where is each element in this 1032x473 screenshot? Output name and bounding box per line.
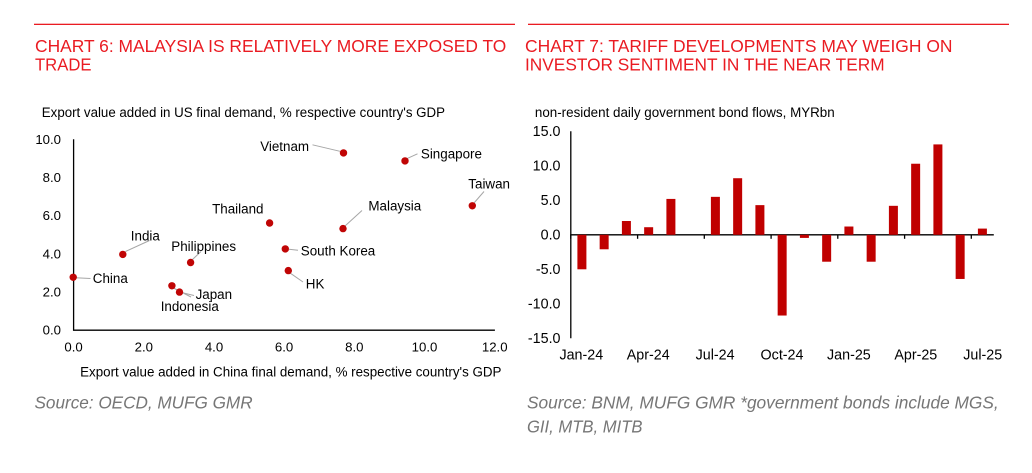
svg-text:Malaysia: Malaysia	[368, 199, 421, 214]
svg-text:CHART 6: MALAYSIA IS RELATIVEL: CHART 6: MALAYSIA IS RELATIVELY MORE EXP…	[35, 36, 506, 56]
svg-text:China: China	[93, 271, 129, 286]
svg-text:Philippines: Philippines	[171, 239, 236, 254]
svg-text:0.0: 0.0	[43, 323, 61, 338]
svg-text:Vietnam: Vietnam	[260, 139, 309, 154]
svg-text:TRADE: TRADE	[35, 55, 92, 75]
svg-text:Jan-24: Jan-24	[559, 348, 603, 364]
svg-text:Japan: Japan	[196, 287, 232, 302]
svg-text:10.0: 10.0	[35, 132, 61, 147]
svg-text:HK: HK	[306, 277, 325, 292]
svg-text:-15.0: -15.0	[528, 331, 561, 347]
svg-text:6.0: 6.0	[43, 208, 61, 223]
svg-text:CHART 7: TARIFF DEVELOPMENTS M: CHART 7: TARIFF DEVELOPMENTS MAY WEIGH O…	[525, 36, 953, 56]
svg-text:8.0: 8.0	[43, 170, 61, 185]
svg-text:2.0: 2.0	[43, 285, 61, 300]
svg-text:Jan-25: Jan-25	[827, 348, 871, 364]
svg-text:Source: OECD, MUFG GMR: Source: OECD, MUFG GMR	[35, 393, 253, 413]
svg-text:non-resident daily government: non-resident daily government bond flows…	[535, 105, 835, 121]
svg-text:8.0: 8.0	[345, 339, 363, 354]
svg-text:Apr-25: Apr-25	[894, 348, 937, 364]
svg-text:Export value added in US final: Export value added in US final demand, %…	[42, 105, 445, 121]
svg-text:2.0: 2.0	[135, 339, 153, 354]
svg-text:4.0: 4.0	[205, 339, 223, 354]
svg-text:Taiwan: Taiwan	[468, 177, 510, 192]
svg-text:0.0: 0.0	[541, 228, 561, 244]
svg-text:Singapore: Singapore	[421, 146, 482, 161]
svg-text:South Korea: South Korea	[301, 244, 376, 259]
svg-text:12.0: 12.0	[482, 339, 508, 354]
svg-text:Jul-24: Jul-24	[696, 348, 735, 364]
svg-text:GII, MTB, MITB: GII, MTB, MITB	[527, 416, 643, 436]
svg-text:Export value added in China fi: Export value added in China final demand…	[80, 365, 501, 381]
svg-text:Thailand: Thailand	[212, 201, 263, 216]
svg-text:Apr-24: Apr-24	[627, 348, 670, 364]
svg-text:INVESTOR SENTIMENT IN THE NEAR: INVESTOR SENTIMENT IN THE NEAR TERM	[525, 55, 885, 75]
svg-text:15.0: 15.0	[533, 124, 561, 140]
svg-text:Source: BNM, MUFG GMR *governm: Source: BNM, MUFG GMR *government bonds …	[527, 393, 999, 413]
svg-text:Oct-24: Oct-24	[761, 348, 804, 364]
svg-text:5.0: 5.0	[541, 193, 561, 209]
svg-text:Indonesia: Indonesia	[161, 299, 220, 314]
svg-text:10.0: 10.0	[412, 339, 438, 354]
svg-text:-5.0: -5.0	[536, 262, 561, 278]
svg-text:Jul-25: Jul-25	[963, 348, 1002, 364]
svg-text:10.0: 10.0	[533, 159, 561, 175]
svg-text:0.0: 0.0	[64, 339, 82, 354]
svg-text:4.0: 4.0	[43, 246, 61, 261]
svg-text:-10.0: -10.0	[528, 297, 561, 313]
svg-text:6.0: 6.0	[275, 339, 293, 354]
svg-text:India: India	[131, 228, 161, 243]
